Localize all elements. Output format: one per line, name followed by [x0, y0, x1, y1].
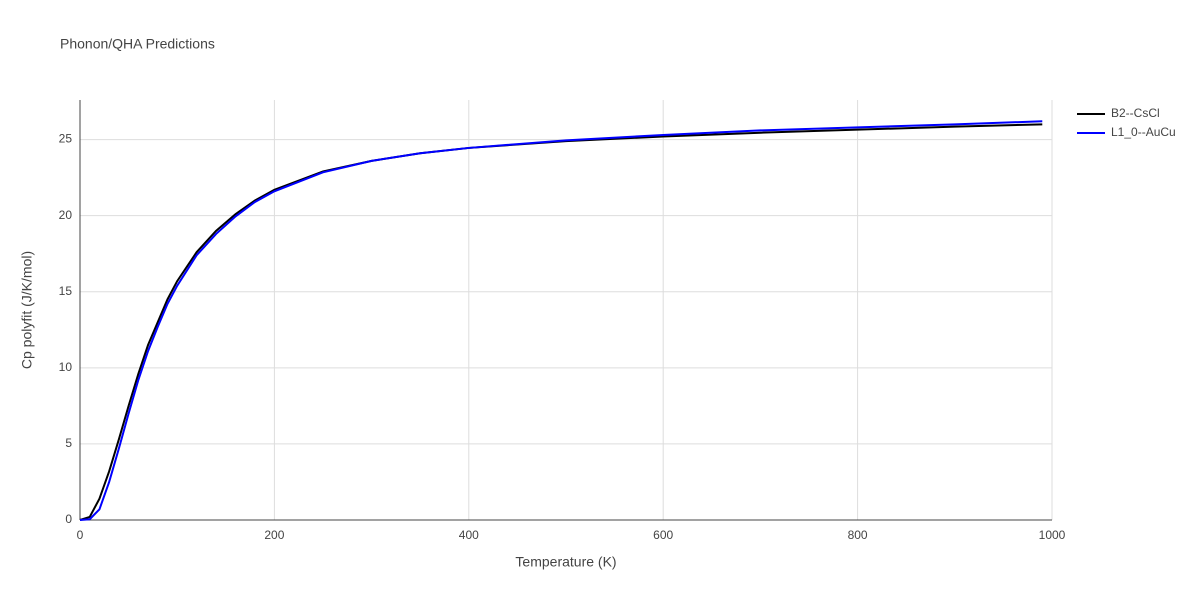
y-tick-label: 0 — [65, 512, 72, 526]
line — [79, 123, 1043, 521]
y-tick-label: 15 — [59, 284, 73, 298]
y-tick-label: 20 — [59, 208, 73, 222]
line — [79, 120, 1043, 521]
chart-title: Phonon/QHA Predictions — [60, 36, 215, 52]
y-axis-label: Cp polyfit (J/K/mol) — [19, 251, 35, 369]
x-tick-label: 400 — [459, 528, 479, 542]
x-tick-label: 800 — [848, 528, 868, 542]
y-tick-label: 5 — [65, 436, 72, 450]
y-tick-label: 25 — [59, 132, 73, 146]
x-axis-label: Temperature (K) — [515, 554, 616, 570]
x-tick-label: 1000 — [1039, 528, 1066, 542]
legend-label: B2--CsCl — [1111, 106, 1160, 120]
y-tick-label: 10 — [59, 360, 73, 374]
x-tick-label: 0 — [77, 528, 84, 542]
x-tick-label: 600 — [653, 528, 673, 542]
legend-label: L1_0--AuCu — [1111, 125, 1176, 139]
x-tick-label: 200 — [264, 528, 284, 542]
